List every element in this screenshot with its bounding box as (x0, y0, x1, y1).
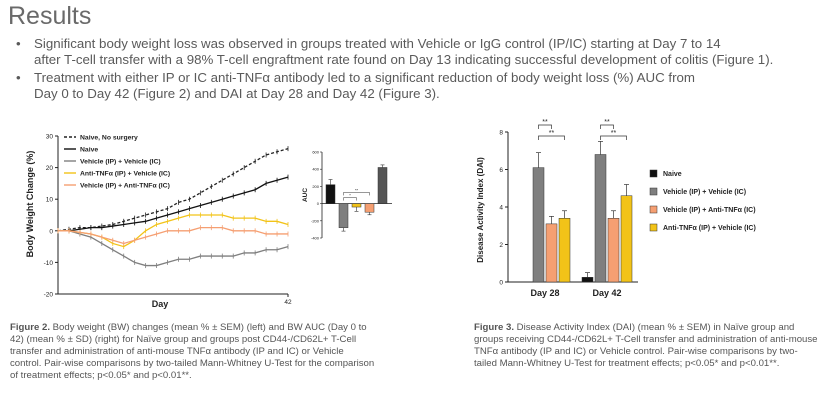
bullet-line: Significant body weight loss was observe… (34, 36, 721, 51)
figure-3-caption-text: Disease Activity Index (DAI) (mean % ± S… (474, 322, 818, 369)
bullet-item: • Treatment with either IP or IC anti-TN… (8, 70, 828, 102)
x-category-label: Day 42 (592, 288, 621, 298)
fig2-xlabel: Day (152, 299, 169, 309)
legend-swatch (649, 205, 658, 214)
legend-label: Anti-TNFα (IP) + Vehicle (IC) (663, 225, 756, 232)
dai-sig-bracket (538, 135, 565, 140)
y-tick-label: -10 (44, 260, 54, 267)
auc-bar (351, 203, 362, 208)
auc-bar (325, 184, 336, 204)
y-tick-label: 20 (46, 165, 54, 172)
dai-bar (581, 277, 594, 283)
legend-label: Vehicle (IP) + Anti-TNFα (IC) (80, 183, 170, 190)
auc-y-tick-label: -400 (311, 236, 320, 241)
dai-sig-bracket (538, 124, 552, 129)
auc-sig-bracket (343, 192, 370, 196)
legend-label: Naive (663, 171, 682, 178)
figure-3-caption-label: Figure 3. (474, 322, 514, 333)
dai-sig-label: ** (542, 119, 548, 126)
fig2-ylabel: Body Weight Change (%) (25, 151, 35, 258)
dai-bar (558, 218, 571, 283)
legend-swatch (649, 169, 658, 178)
legend-label: Anti-TNFα (IP) + Vehicle (IC) (80, 171, 170, 178)
y-tick-label: 10 (46, 197, 54, 204)
figure-3-chart: Disease Activity Index (DAI) 0 2 4 6 8 Day 28… (476, 119, 756, 298)
figure-2-caption-text: Body weight (BW) changes (mean % ± SEM) … (10, 322, 375, 381)
auc-y-tick-label: 200 (312, 184, 319, 189)
auc-y-tick-label: -200 (311, 218, 320, 223)
dai-bar (594, 154, 607, 283)
bullet-dot-icon: • (16, 70, 21, 85)
dai-bar (532, 167, 545, 283)
section-title: Results (8, 2, 92, 30)
auc-ylabel: AUC (302, 188, 309, 202)
fig3-ylabel: Disease Activity Index (DAI) (476, 157, 485, 263)
legend-label: Vehicle (IP) + Vehicle (IC) (80, 159, 161, 166)
dai-sig-bracket (600, 124, 614, 129)
auc-bar (377, 167, 388, 204)
bullet-line: Treatment with either IP or IC anti-TNFα… (34, 70, 695, 85)
auc-bar (338, 203, 349, 228)
bullet-line: Day 0 to Day 42 (Figure 2) and DAI at Da… (34, 86, 440, 101)
auc-bar (364, 203, 375, 213)
dai-sig-label: ** (611, 130, 617, 137)
y-tick-label: 30 (46, 134, 54, 141)
legend-label: Naive (80, 147, 98, 154)
y-tick-label: 0 (499, 280, 503, 287)
y-tick-label: 2 (499, 242, 503, 249)
dai-bar (545, 223, 558, 283)
y-tick-label: 6 (499, 167, 503, 174)
bullet-dot-icon: • (16, 36, 21, 51)
figure-2-caption-label: Figure 2. (10, 322, 50, 333)
y-tick-label: 8 (499, 130, 503, 137)
dai-bar (607, 218, 620, 283)
auc-y-tick-label: 600 (312, 150, 319, 155)
auc-sig-bracket (343, 197, 357, 201)
figure-2-chart: Body Weight Change (%) 30 20 10 0 -10 -20 42 N… (25, 134, 392, 309)
series-line (57, 148, 289, 232)
bullet-line: after T-cell transfer with a 98% T-cell … (34, 52, 774, 67)
legend-label: Vehicle (IP) + Vehicle (IC) (663, 189, 746, 196)
bullet-item: • Significant body weight loss was obser… (8, 36, 828, 68)
auc-y-tick-label: 400 (312, 167, 319, 172)
y-tick-label: -20 (44, 292, 54, 299)
figure-3-caption: Figure 3. Disease Activity Index (DAI) (… (474, 322, 819, 370)
dai-sig-label: ** (549, 130, 555, 137)
dai-bar (620, 195, 633, 283)
y-tick-label: 4 (499, 205, 503, 212)
dai-sig-bracket (600, 135, 627, 140)
results-bullets: • Significant body weight loss was obser… (8, 36, 828, 104)
dai-sig-label: ** (604, 119, 610, 126)
series-line (58, 226, 288, 245)
legend-label: Vehicle (IP) + Anti-TNFα (IC) (663, 207, 756, 214)
auc-sig-label: ** (355, 187, 359, 192)
auc-y-tick-label: 0 (317, 201, 320, 206)
legend-swatch (649, 223, 658, 232)
x-category-label: Day 28 (530, 288, 559, 298)
series-line (58, 176, 289, 232)
legend-label: Naive, No surgery (80, 135, 138, 142)
auc-sig-label: * (349, 193, 351, 198)
series-line (58, 230, 289, 267)
figure-2-caption: Figure 2. Body weight (BW) changes (mean… (10, 322, 375, 382)
x-tick-label: 42 (284, 299, 292, 306)
y-tick-label: 0 (49, 228, 53, 235)
legend-swatch (649, 187, 658, 196)
